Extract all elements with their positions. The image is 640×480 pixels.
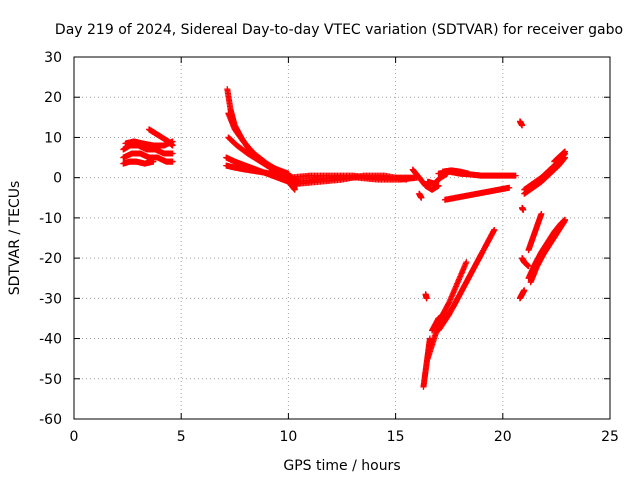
chart-title: Day 219 of 2024, Sidereal Day-to-day VTE… [55, 22, 623, 38]
data-track [525, 210, 545, 254]
x-ticks: 0 5 10 15 20 25 [70, 57, 619, 445]
y-axis-label: SDTVAR / TECUs [7, 181, 23, 296]
data-track [521, 150, 568, 193]
data-point [150, 158, 157, 165]
data-point [435, 182, 442, 189]
data-track [122, 138, 176, 149]
points [120, 86, 568, 390]
y-tick-label: -30 [39, 291, 62, 307]
data-point [561, 216, 568, 223]
data-track [441, 184, 513, 203]
data-point [463, 259, 470, 266]
y-tick-label: -60 [39, 412, 62, 428]
y-tick-label: 0 [53, 171, 62, 187]
data-track [120, 158, 157, 167]
data-point [519, 122, 526, 129]
data-point [506, 184, 513, 191]
x-tick-label: 15 [387, 429, 405, 445]
x-tick-label: 20 [494, 429, 512, 445]
data-track [435, 168, 519, 179]
data-track [296, 172, 410, 187]
data-point [169, 150, 176, 157]
y-tick-label: 20 [44, 90, 62, 106]
data-track [525, 216, 568, 282]
data-track [519, 204, 527, 213]
grid [74, 57, 610, 419]
y-tick-label: 10 [44, 130, 62, 146]
data-point [291, 186, 298, 193]
data-track [424, 259, 470, 362]
data-track [120, 150, 176, 165]
data-point [561, 148, 568, 155]
plot-frame [73, 56, 611, 420]
data-track [422, 291, 430, 302]
data-point [521, 287, 528, 294]
data-track [516, 287, 528, 302]
data-point [169, 158, 176, 165]
data-point [423, 295, 430, 302]
data-track [429, 311, 448, 334]
data-track [409, 166, 442, 193]
y-ticks: -60 -50 -40 -30 -20 -10 0 10 20 30 [39, 50, 610, 428]
x-tick-label: 10 [279, 429, 297, 445]
data-track [519, 255, 532, 270]
data-point [520, 206, 527, 213]
data-track [551, 148, 568, 165]
data-point [491, 226, 498, 233]
data-point [169, 138, 176, 145]
data-point [418, 194, 425, 201]
y-tick-label: 30 [44, 50, 62, 66]
y-tick-label: -10 [39, 211, 62, 227]
data-point [465, 170, 472, 177]
y-tick-label: -50 [39, 372, 62, 388]
data-point [403, 176, 410, 183]
data-point [525, 263, 532, 270]
x-tick-label: 0 [70, 429, 79, 445]
data-point [512, 172, 519, 179]
x-tick-label: 25 [601, 429, 619, 445]
y-tick-label: -20 [39, 251, 62, 267]
x-tick-label: 5 [177, 429, 186, 445]
data-point [538, 210, 545, 217]
data-track [516, 118, 526, 129]
data-track [223, 162, 300, 189]
x-axis-label: GPS time / hours [283, 458, 400, 474]
y-tick-label: -40 [39, 332, 62, 348]
data-track [416, 190, 425, 201]
data-track [439, 226, 498, 326]
data-track [439, 167, 472, 177]
